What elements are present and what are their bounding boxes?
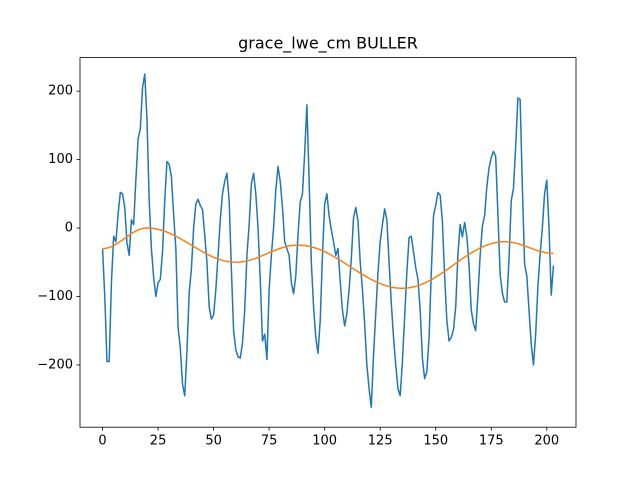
x-tick-label: 150: [423, 434, 448, 449]
x-tick-label: 125: [368, 434, 393, 449]
x-tick-label: 200: [534, 434, 559, 449]
series-line: [101, 73, 555, 409]
y-tick-label: −200: [37, 357, 73, 372]
plot-frame: [79, 57, 577, 428]
y-tick-label: 0: [65, 221, 73, 236]
x-tick-label: 100: [312, 434, 337, 449]
x-tick-label: 75: [261, 434, 278, 449]
x-tick-label: 50: [205, 434, 222, 449]
y-tick-label: 100: [48, 152, 73, 167]
x-tick-label: 175: [479, 434, 504, 449]
y-tick-label: −100: [37, 289, 73, 304]
series-line: [102, 227, 554, 290]
x-tick-label: 0: [98, 434, 106, 449]
y-tick-label: 200: [48, 84, 73, 99]
x-tick-label: 25: [150, 434, 167, 449]
chart-title: grace_lwe_cm BULLER: [238, 34, 418, 54]
